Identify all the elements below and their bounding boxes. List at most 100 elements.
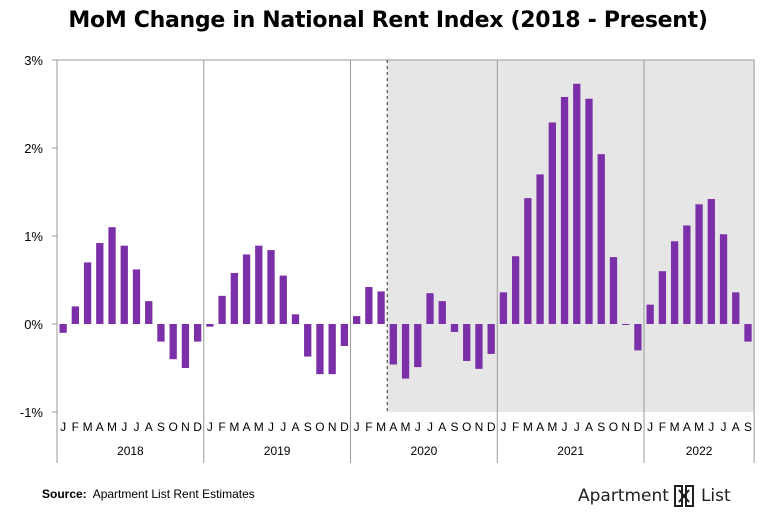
bar [365,287,373,324]
month-label: M [523,420,533,434]
chart-title: MoM Change in National Rent Index (2018 … [68,8,708,33]
y-tick-label: 0% [24,317,43,332]
month-label: F [659,420,666,434]
month-label: J [207,420,213,434]
y-tick-label: 3% [24,53,43,68]
month-label: O [609,420,618,434]
bar [670,241,679,324]
bar [377,291,385,324]
source-text: Apartment List Rent Estimates [92,487,255,501]
bar [255,245,263,324]
month-label: N [328,420,337,434]
bar [475,324,483,369]
shaded-region [387,60,755,412]
month-label: A [585,420,593,434]
bar [328,324,336,375]
month-label: A [683,420,691,434]
year-label: 2021 [557,444,584,458]
month-label: J [133,420,139,434]
bar [438,301,446,324]
year-label: 2018 [117,444,144,458]
month-label: A [243,420,251,434]
bar [218,295,226,324]
month-label: D [193,420,202,434]
month-label: O [462,420,471,434]
month-label: J [721,420,727,434]
bar [695,204,703,324]
month-label: S [304,420,312,434]
bar [414,324,422,368]
month-label: A [96,420,104,434]
bar [646,304,654,324]
bar [157,324,165,342]
bar [597,154,605,324]
bar [622,324,630,325]
bar [536,174,544,324]
month-label: J [427,420,433,434]
bar [389,324,397,365]
source-label: Source: [42,487,87,501]
bar [96,243,104,324]
month-label: M [254,420,264,434]
month-label: J [268,420,274,434]
month-label: A [438,420,446,434]
month-label: M [401,420,411,434]
month-label: J [708,420,714,434]
bar [499,292,508,324]
bar [707,199,715,324]
bar [719,234,728,324]
y-tick-label: 1% [24,229,43,244]
month-label: S [744,420,752,434]
bar [291,314,300,324]
bar [181,324,190,368]
year-label: 2020 [411,444,438,458]
logo-text-apartment: Apartment [578,486,669,506]
bar [132,269,141,324]
month-label: S [597,420,605,434]
bar [120,245,128,324]
bar [230,272,238,324]
month-label: A [536,420,544,434]
month-label: D [340,420,349,434]
bar [524,198,532,324]
bar [487,324,495,354]
month-label: A [732,420,740,434]
apartment-list-logo: Apartment List [578,481,731,511]
month-label: M [547,420,557,434]
month-label: N [181,420,190,434]
month-label: J [574,420,580,434]
bar [279,275,287,324]
bar [316,324,324,375]
month-label: S [450,420,458,434]
bar-chart: -1%0%1%2%3%J F M A M J J A S O N D J F M A M J J A S O N D J F M A M… [20,53,755,463]
month-label: F [72,420,79,434]
bar [573,83,581,324]
month-label: O [169,420,178,434]
month-label: M [83,420,93,434]
month-label: J [647,420,653,434]
month-label: D [634,420,643,434]
bar [169,324,177,360]
month-label: A [389,420,397,434]
year-label: 2022 [686,444,713,458]
bar [511,256,520,324]
month-label: N [621,420,630,434]
y-tick-label: -1% [20,405,44,420]
bar [463,324,471,361]
month-label: J [415,420,421,434]
bar [108,227,116,324]
bar [548,122,556,324]
month-label: N [475,420,484,434]
month-label: D [487,420,496,434]
bar [401,324,410,379]
month-label: M [229,420,239,434]
month-label: J [121,420,127,434]
bar [658,271,667,324]
bar [304,324,312,357]
bar [145,301,153,324]
bar [634,324,642,351]
month-label: A [145,420,153,434]
bar [585,98,593,324]
bar [732,292,740,324]
bar [352,316,361,324]
